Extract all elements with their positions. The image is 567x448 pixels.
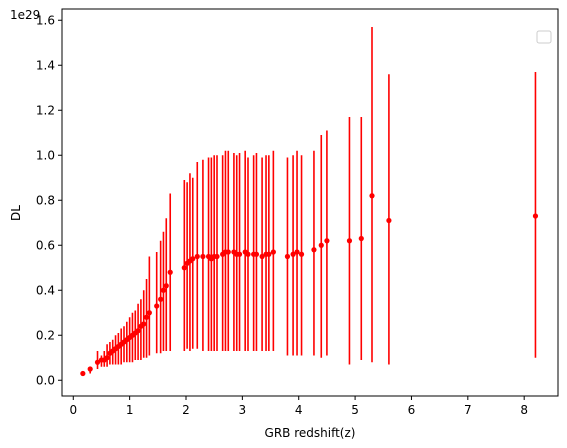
- y-tick-label: 1.0: [36, 148, 55, 162]
- data-point: [135, 328, 141, 334]
- x-tick-label: 4: [295, 403, 303, 417]
- data-point: [225, 249, 231, 255]
- data-point: [270, 249, 276, 255]
- data-point: [141, 321, 147, 327]
- data-point: [386, 217, 392, 224]
- data-point: [290, 251, 296, 257]
- x-tick-label: 3: [239, 403, 247, 417]
- legend-box: [536, 30, 552, 44]
- data-point: [266, 251, 272, 257]
- y-axis-label: DL: [9, 205, 23, 221]
- data-point: [146, 310, 152, 316]
- x-tick-label: 5: [351, 403, 359, 417]
- data-point: [181, 265, 187, 271]
- data-point: [163, 283, 169, 289]
- data-point: [284, 253, 291, 260]
- data-point: [167, 269, 173, 275]
- data-point: [160, 287, 167, 293]
- x-tick-label: 1: [126, 403, 134, 417]
- y-scale-multiplier: 1e29: [10, 8, 40, 22]
- x-axis-ticks: 0 1 2 3 4 5 6 7 8: [69, 396, 528, 417]
- x-tick-label: 2: [182, 403, 190, 417]
- data-point: [190, 256, 196, 262]
- data-point: [104, 355, 110, 361]
- data-point: [532, 213, 539, 219]
- axes-frame: [61, 8, 559, 397]
- y-tick-label: 1.4: [36, 58, 55, 72]
- data-point: [253, 251, 260, 257]
- y-tick-label: 0.0: [36, 373, 55, 387]
- y-tick-label: 0.2: [36, 328, 55, 342]
- data-point: [143, 314, 150, 320]
- data-point: [236, 251, 243, 257]
- data-point: [87, 366, 93, 372]
- data-point: [214, 253, 220, 260]
- x-axis-label: GRB redshift(z): [265, 426, 356, 440]
- data-point: [346, 238, 353, 244]
- data-point: [318, 242, 324, 248]
- y-tick-label: 0.8: [36, 193, 55, 207]
- data-point: [294, 249, 300, 255]
- data-point: [80, 370, 86, 377]
- data-point: [94, 359, 101, 365]
- x-tick-label: 6: [408, 403, 416, 417]
- data-point: [358, 235, 364, 242]
- data-marks: [80, 27, 539, 377]
- y-tick-label: 0.6: [36, 238, 55, 252]
- x-tick-label: 0: [69, 403, 77, 417]
- data-point: [245, 251, 251, 257]
- data-point: [311, 247, 317, 253]
- data-point: [154, 303, 160, 309]
- data-point: [369, 193, 375, 199]
- y-tick-label: 1.2: [36, 103, 55, 117]
- y-tick-label: 1.6: [36, 13, 55, 27]
- data-point: [158, 296, 164, 302]
- y-axis-ticks: 0.0 0.2 0.4 0.6 0.8 1.0 1.2 1.4 1.6: [36, 13, 62, 387]
- x-tick-label: 8: [520, 403, 528, 417]
- data-point: [200, 253, 206, 260]
- y-tick-label: 0.4: [36, 283, 55, 297]
- data-point: [324, 238, 330, 244]
- data-point: [194, 253, 200, 260]
- data-point: [259, 253, 265, 260]
- data-point: [298, 251, 305, 257]
- x-tick-label: 7: [464, 403, 472, 417]
